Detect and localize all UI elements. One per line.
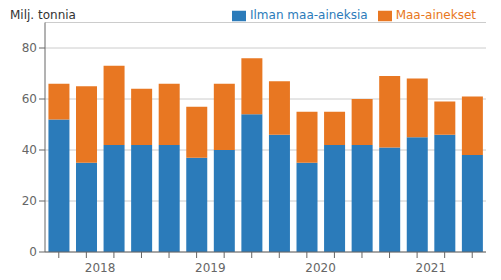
svg-text:80: 80 [22, 41, 37, 55]
svg-text:2021: 2021 [416, 261, 447, 275]
svg-text:2019: 2019 [195, 261, 226, 275]
svg-text:60: 60 [22, 92, 37, 106]
html-text:Milj. tonnia: Milj. tonnia [10, 8, 76, 22]
svg-text:2018: 2018 [85, 261, 116, 275]
svg-text:2020: 2020 [305, 261, 336, 275]
svg-text:20: 20 [22, 194, 37, 208]
html-text:Maa-ainekset: Maa-ainekset [395, 8, 476, 22]
svg-text:0: 0 [29, 245, 37, 259]
svg-text:40: 40 [22, 143, 37, 157]
html-text:Ilman maa-aineksia: Ilman maa-aineksia [250, 8, 368, 22]
